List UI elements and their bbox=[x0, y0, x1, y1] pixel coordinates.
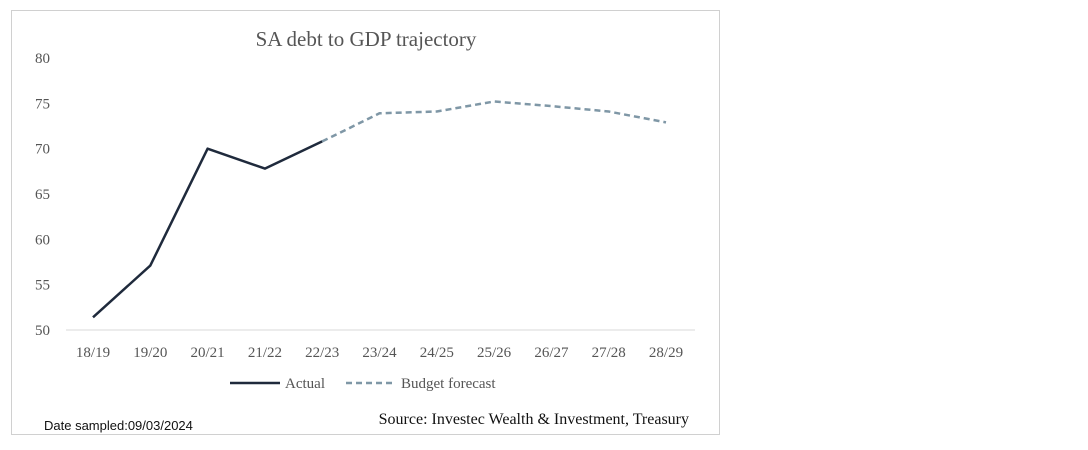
series-line-budget-forecast bbox=[321, 100, 667, 143]
x-tick-label: 23/24 bbox=[362, 345, 397, 361]
y-tick-label: 75 bbox=[35, 96, 50, 112]
legend-label-actual: Actual bbox=[285, 376, 325, 392]
legend-label-budget-forecast: Budget forecast bbox=[401, 376, 496, 392]
x-tick-label: 21/22 bbox=[248, 345, 282, 361]
x-tick-label: 26/27 bbox=[534, 345, 569, 361]
y-axis-ticks: 50 55 60 65 70 75 80 bbox=[35, 51, 50, 339]
x-tick-label: 19/20 bbox=[133, 345, 167, 361]
x-tick-label: 27/28 bbox=[592, 345, 626, 361]
x-tick-label: 18/19 bbox=[76, 345, 110, 361]
x-tick-label: 22/23 bbox=[305, 345, 339, 361]
y-tick-label: 50 bbox=[35, 323, 50, 339]
source-note: Source: Investec Wealth & Investment, Tr… bbox=[379, 411, 689, 428]
series-line-actual bbox=[92, 140, 323, 319]
date-sampled: Date sampled:09/03/2024 bbox=[44, 418, 193, 433]
y-tick-label: 80 bbox=[35, 51, 50, 67]
series-lines bbox=[92, 100, 667, 319]
x-axis-ticks: 18/19 19/20 20/21 21/22 22/23 23/24 24/25 25/26… bbox=[76, 345, 683, 361]
x-tick-label: 28/29 bbox=[649, 345, 683, 361]
x-tick-label: 20/21 bbox=[191, 345, 225, 361]
x-tick-label: 24/25 bbox=[420, 345, 454, 361]
chart-frame bbox=[11, 10, 720, 435]
y-tick-label: 65 bbox=[35, 187, 50, 203]
y-tick-label: 60 bbox=[35, 232, 50, 248]
x-tick-label: 25/26 bbox=[477, 345, 512, 361]
y-tick-label: 70 bbox=[35, 142, 50, 158]
legend: Actual Budget forecast bbox=[230, 376, 496, 392]
y-tick-label: 55 bbox=[35, 278, 50, 294]
chart-title: SA debt to GDP trajectory bbox=[256, 27, 477, 51]
